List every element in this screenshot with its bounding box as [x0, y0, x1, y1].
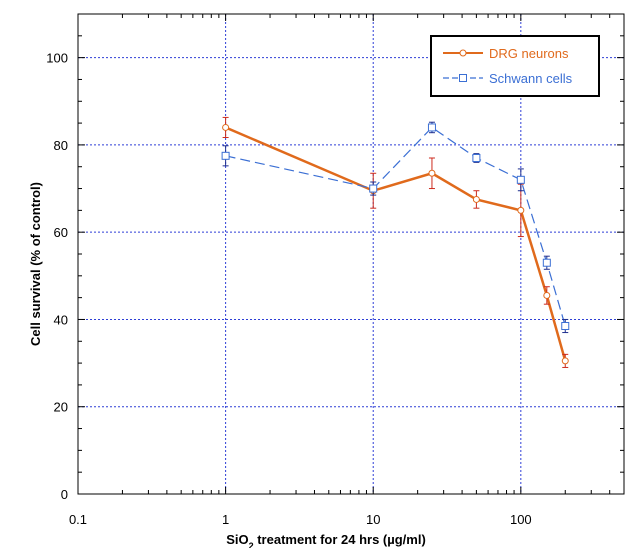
data-point [427, 123, 436, 132]
x-tick-label: 1 [222, 512, 229, 527]
data-point [561, 322, 570, 330]
legend: DRG neurons Schwann cells [430, 35, 600, 97]
data-point [472, 154, 481, 162]
y-tick-label: 20 [54, 400, 68, 415]
x-tick-label: 10 [366, 512, 380, 527]
legend-marker [459, 74, 467, 82]
data-point [369, 184, 378, 193]
y-tick-label: 100 [46, 51, 68, 66]
legend-label: DRG neurons [489, 46, 569, 61]
data-point [517, 206, 525, 214]
data-point [561, 357, 569, 365]
data-point [516, 175, 525, 184]
data-point [472, 195, 480, 203]
series-schwann-cells [221, 121, 570, 334]
data-point [428, 169, 436, 177]
x-tick-label: 0.1 [69, 512, 87, 527]
legend-marker [459, 49, 467, 57]
data-point [543, 291, 551, 299]
y-axis-title: Cell survival (% of control) [28, 182, 43, 346]
y-tick-label: 60 [54, 225, 68, 240]
data-point [222, 123, 230, 131]
data-point [221, 151, 230, 160]
y-tick-label: 0 [61, 487, 68, 502]
y-tick-label: 80 [54, 138, 68, 153]
legend-label: Schwann cells [489, 71, 573, 86]
x-axis-title: SiO2 treatment for 24 hrs (µg/ml) [226, 532, 426, 548]
x-tick-label: 100 [510, 512, 532, 527]
legend-box [430, 35, 600, 97]
data-point [542, 258, 551, 267]
y-tick-label: 40 [54, 312, 68, 327]
